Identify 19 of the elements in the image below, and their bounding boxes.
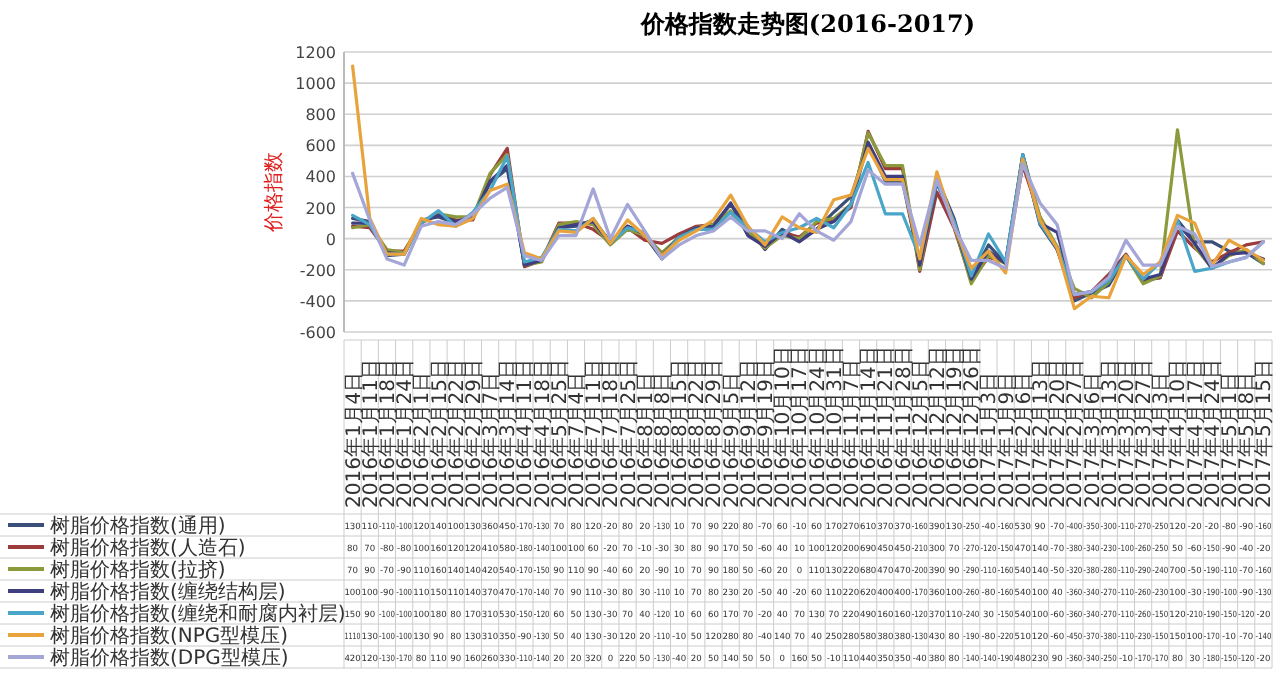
y-tick-label: 1000 <box>295 75 336 94</box>
y-tick-label: 0 <box>325 230 336 249</box>
legend-label: 树脂价格指数(通用) <box>50 514 226 538</box>
y-tick-label: 200 <box>305 199 336 218</box>
legend-label: 树脂价格指数(NPG型模压) <box>50 624 289 648</box>
chart-title: 价格指数走势图(2016-2017) <box>638 10 976 38</box>
y-tick-label: 800 <box>305 106 336 125</box>
y-tick-label: 400 <box>305 168 336 187</box>
y-tick-label: 600 <box>305 137 336 156</box>
y-axis-title: 价格指数 <box>262 152 286 234</box>
y-tick-label: 1200 <box>295 44 336 62</box>
legend-label: 树脂价格指数(拉挤) <box>50 558 226 582</box>
legend-label: 树脂价格指数(缠绕结构层) <box>50 580 286 604</box>
legend-label: 树脂价格指数(DPG型模压) <box>50 646 289 670</box>
y-tick-label: -400 <box>299 292 336 311</box>
legend-label: 树脂价格指数(缠绕和耐腐内衬层) <box>50 602 346 626</box>
y-tick-label: -600 <box>299 324 336 342</box>
legend-label: 树脂价格指数(人造石) <box>50 536 246 560</box>
y-tick-label: -200 <box>299 261 336 280</box>
